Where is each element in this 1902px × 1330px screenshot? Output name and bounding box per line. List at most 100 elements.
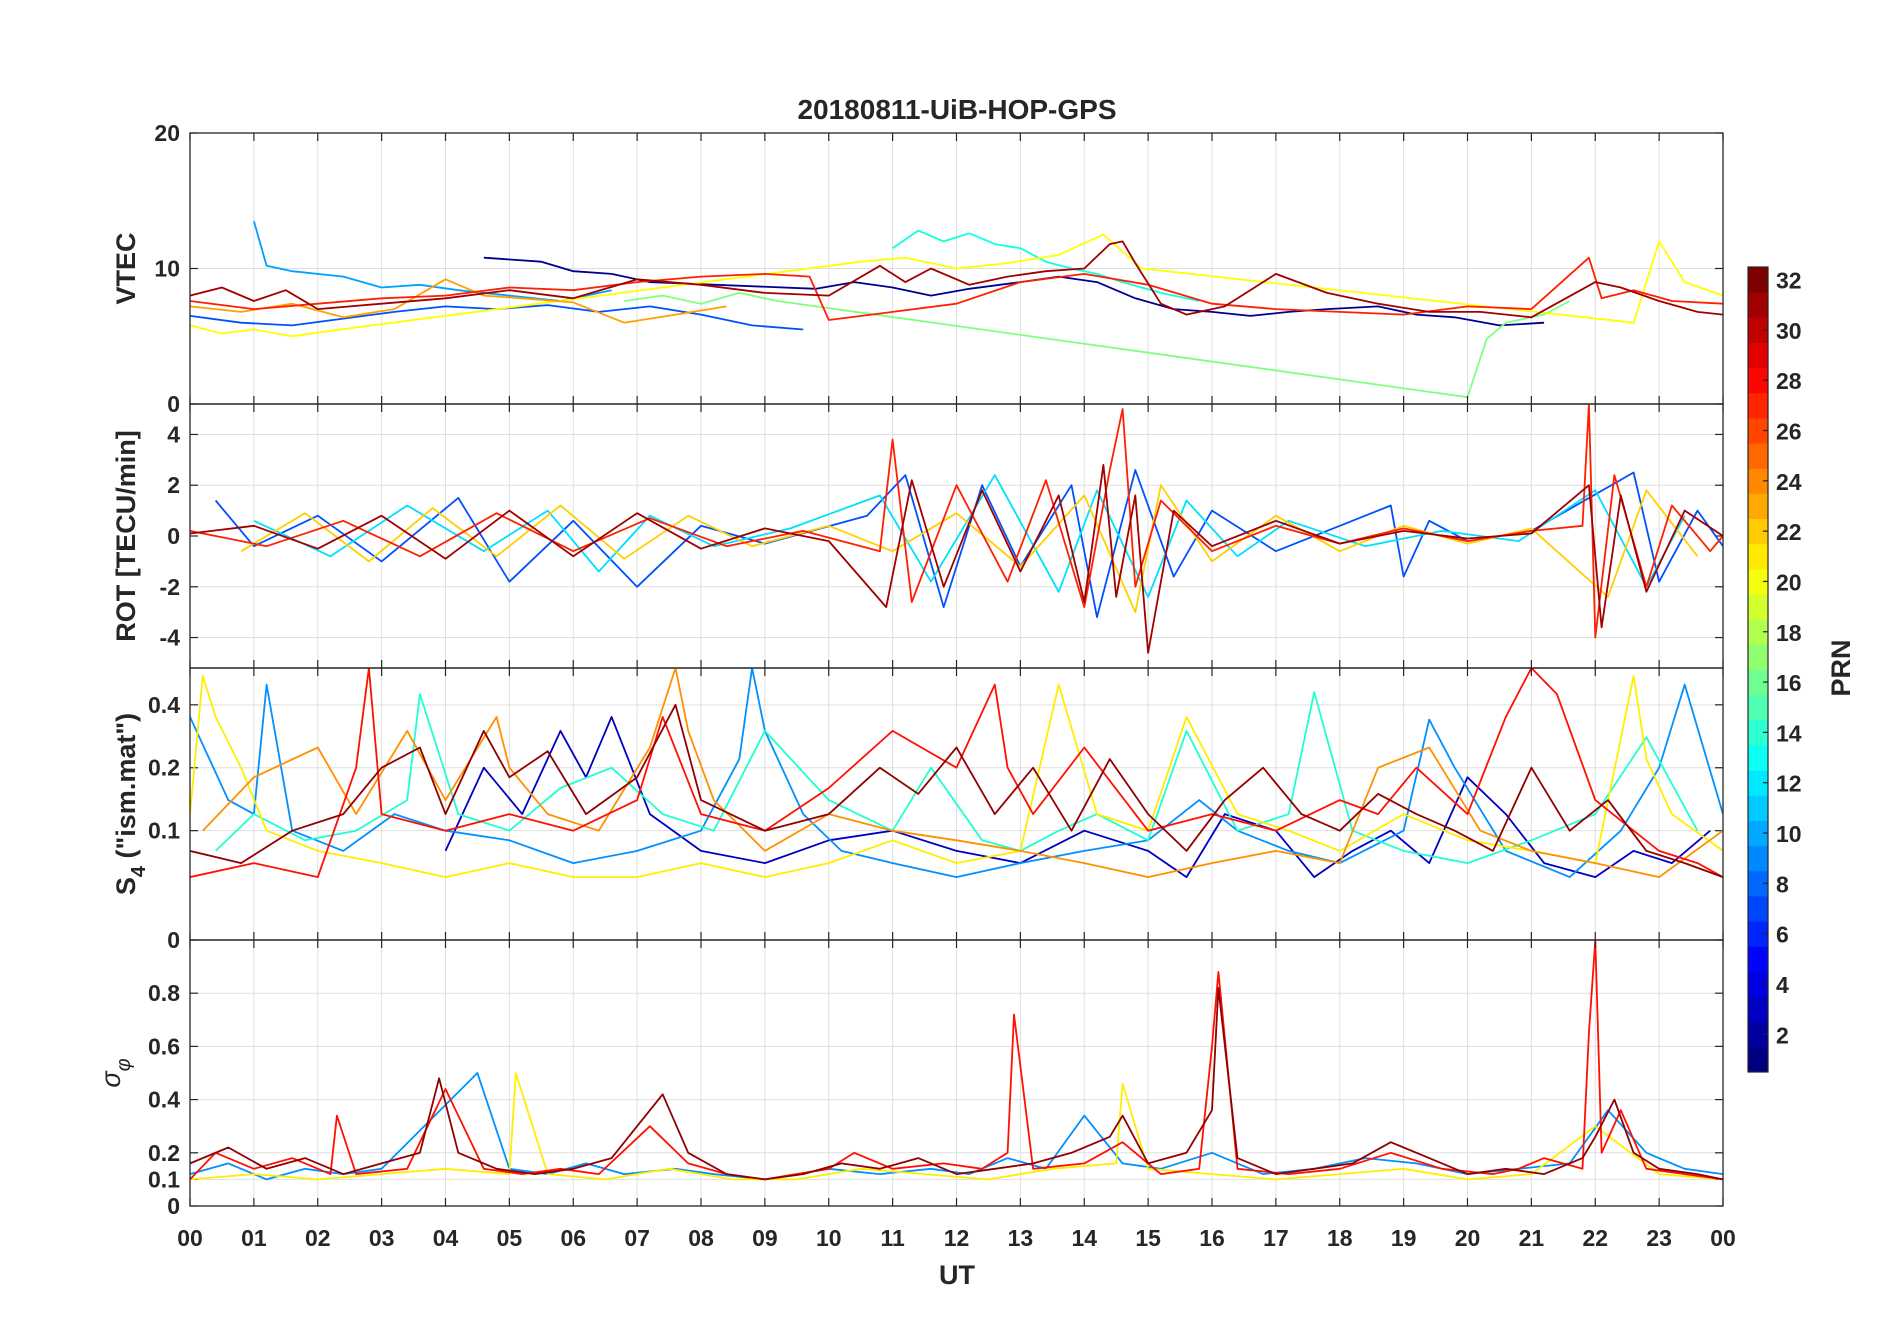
colorbar-swatch	[1748, 619, 1768, 645]
colorbar-swatch	[1748, 795, 1768, 821]
x-tick-label: 06	[560, 1225, 586, 1251]
y-tick-label: 0.2	[148, 755, 180, 781]
colorbar-swatch	[1748, 870, 1768, 897]
y-axis-label-subscript: φ	[113, 1058, 135, 1071]
x-tick-label: 23	[1646, 1225, 1672, 1251]
series-line	[892, 229, 1200, 302]
y-tick-label: 10	[154, 256, 180, 282]
colorbar-swatch	[1748, 946, 1768, 972]
colorbar-swatch	[1748, 996, 1768, 1023]
colorbar-swatch	[1748, 594, 1768, 620]
y-tick-label: 0	[167, 927, 180, 953]
colorbar-tick-label: 20	[1776, 569, 1802, 595]
x-tick-label: 03	[369, 1225, 395, 1251]
series-line	[190, 464, 1723, 654]
y-axis-label: VTEC	[111, 232, 141, 304]
chart-title: 20180811-UiB-HOP-GPS	[797, 94, 1116, 125]
x-axis-label: UT	[939, 1260, 975, 1290]
series-line	[444, 716, 1711, 878]
colorbar-tick-label: 22	[1776, 519, 1802, 545]
series-group	[190, 668, 1723, 878]
colorbar-swatch	[1748, 669, 1768, 696]
y-tick-label: 0.4	[148, 692, 180, 718]
x-tick-label: 05	[497, 1225, 523, 1251]
y-axis-label-main: σ	[96, 1070, 126, 1088]
colorbar-tick-label: 24	[1776, 469, 1802, 495]
colorbar-tick-label: 28	[1776, 368, 1802, 394]
colorbar-swatch	[1748, 971, 1768, 998]
x-tick-label: 00	[177, 1225, 203, 1251]
colorbar-swatch	[1748, 543, 1768, 570]
y-tick-label: 0	[167, 391, 180, 417]
y-axis-label-rest: ("ism.mat")	[111, 713, 141, 866]
y-axis-label: S4 ("ism.mat")	[111, 713, 150, 895]
x-tick-label: 14	[1071, 1225, 1097, 1251]
colorbar-swatch	[1748, 468, 1768, 494]
series-line	[240, 484, 1699, 614]
series-line	[190, 668, 1723, 878]
colorbar-swatch	[1748, 1046, 1768, 1073]
colorbar-tick-label: 10	[1776, 821, 1802, 847]
colorbar-swatch	[1748, 694, 1768, 721]
colorbar-swatch	[1748, 392, 1768, 419]
x-tick-label: 13	[1008, 1225, 1034, 1251]
x-tick-label: 07	[624, 1225, 650, 1251]
y-tick-label: 0	[167, 523, 180, 549]
y-tick-label: 0	[167, 1193, 180, 1219]
colorbar-swatch	[1748, 443, 1768, 469]
colorbar-tick-label: 18	[1776, 620, 1802, 646]
colorbar-swatch	[1748, 493, 1768, 520]
panel-2: -4 -2 0 2 4 ROT [TECU/min]	[111, 403, 1724, 669]
colorbar-swatch	[1748, 367, 1768, 394]
colorbar-swatch	[1748, 921, 1768, 947]
x-tick-label: 17	[1263, 1225, 1289, 1251]
colorbar-tick-label: 32	[1776, 268, 1802, 294]
y-tick-label: 0.2	[148, 1140, 180, 1166]
x-tick-label: 21	[1519, 1225, 1545, 1251]
y-axis-label: σφ	[96, 1058, 135, 1087]
colorbar-tick-label: 6	[1776, 922, 1789, 948]
colorbar-tick-label: 2	[1776, 1022, 1789, 1048]
series-line	[190, 987, 1723, 1181]
series-group	[190, 940, 1723, 1181]
y-tick-label: 2	[167, 472, 180, 498]
y-tick-label: 0.8	[148, 980, 180, 1006]
colorbar-tick-label: 30	[1776, 318, 1802, 344]
colorbar-swatch	[1748, 518, 1768, 545]
colorbar-tick-label: 14	[1776, 720, 1802, 746]
y-tick-label: 0.1	[148, 818, 180, 844]
x-tick-label: 04	[433, 1225, 459, 1251]
colorbar-label: PRN	[1826, 639, 1856, 696]
x-tick-label: 18	[1327, 1225, 1353, 1251]
x-tick-label: 02	[305, 1225, 331, 1251]
x-tick-label: 19	[1391, 1225, 1417, 1251]
x-tick-label: 01	[241, 1225, 267, 1251]
series-line	[190, 1072, 1723, 1181]
colorbar-swatch	[1748, 267, 1768, 293]
y-tick-label: 20	[154, 120, 180, 146]
series-line	[214, 691, 1699, 864]
y-axis-label-subscript: 4	[128, 865, 150, 877]
colorbar-swatch	[1748, 317, 1768, 343]
colorbar-swatch	[1748, 895, 1768, 922]
colorbar-swatch	[1748, 719, 1768, 746]
panel-3: 00.10.20.4S4 ("ism.mat")	[111, 667, 1724, 953]
x-tick-label: 10	[816, 1225, 842, 1251]
y-tick-label: 4	[167, 421, 180, 447]
series-group	[190, 404, 1723, 654]
x-tick-label: 11	[880, 1225, 905, 1251]
series-group	[190, 220, 1723, 399]
x-tick-label: 20	[1455, 1225, 1481, 1251]
series-line	[190, 703, 1723, 878]
series-line	[190, 256, 1723, 321]
panel-4: 00.10.2 0.4 0.6 0.8 σφ	[96, 939, 1724, 1219]
x-tick-label: 16	[1199, 1225, 1225, 1251]
series-line	[190, 278, 727, 324]
x-tick-label: 22	[1582, 1225, 1608, 1251]
series-line	[483, 256, 1545, 327]
colorbar-tick-label: 4	[1776, 972, 1789, 998]
x-tick-label: 15	[1135, 1225, 1161, 1251]
y-axis-label-main: S	[111, 877, 141, 895]
